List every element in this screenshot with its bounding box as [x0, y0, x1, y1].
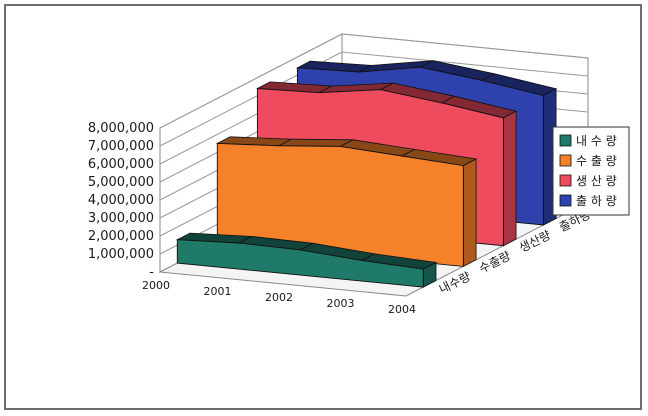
x-tick-label: 2004 [388, 303, 416, 316]
y-tick-label: 6,000,000 [88, 157, 154, 172]
y-tick-label: 3,000,000 [88, 211, 154, 226]
x-tick-label: 2002 [265, 291, 293, 304]
x-tick-label: 2000 [142, 279, 170, 292]
gridline [159, 33, 589, 129]
legend-entry: 수 출 량 [576, 154, 617, 168]
y-tick-label: 4,000,000 [88, 193, 154, 208]
y-tick-label: 2,000,000 [88, 229, 154, 244]
y-tick-label: 5,000,000 [88, 175, 154, 190]
series-front-face [176, 239, 424, 288]
legend-swatch [559, 154, 572, 167]
y-tick-label: 7,000,000 [88, 139, 154, 154]
gridline [159, 51, 589, 147]
x-tick-label: 2003 [327, 297, 355, 310]
series-내수량 [175, 232, 438, 288]
series-end-face [502, 110, 517, 247]
y-tick-label: 1,000,000 [88, 247, 154, 262]
legend-swatch [559, 194, 572, 207]
legend-entry: 생 산 량 [576, 174, 617, 188]
legend-entry: 출 하 량 [576, 194, 617, 208]
legend-swatch [559, 174, 572, 187]
series-end-face [462, 158, 477, 268]
x-tick-label: 2001 [204, 285, 232, 298]
legend-entry: 내 수 량 [576, 134, 617, 148]
legend-swatch [559, 134, 572, 147]
y-tick-label: 8,000,000 [88, 121, 154, 136]
y-tick-label: - [149, 265, 154, 280]
